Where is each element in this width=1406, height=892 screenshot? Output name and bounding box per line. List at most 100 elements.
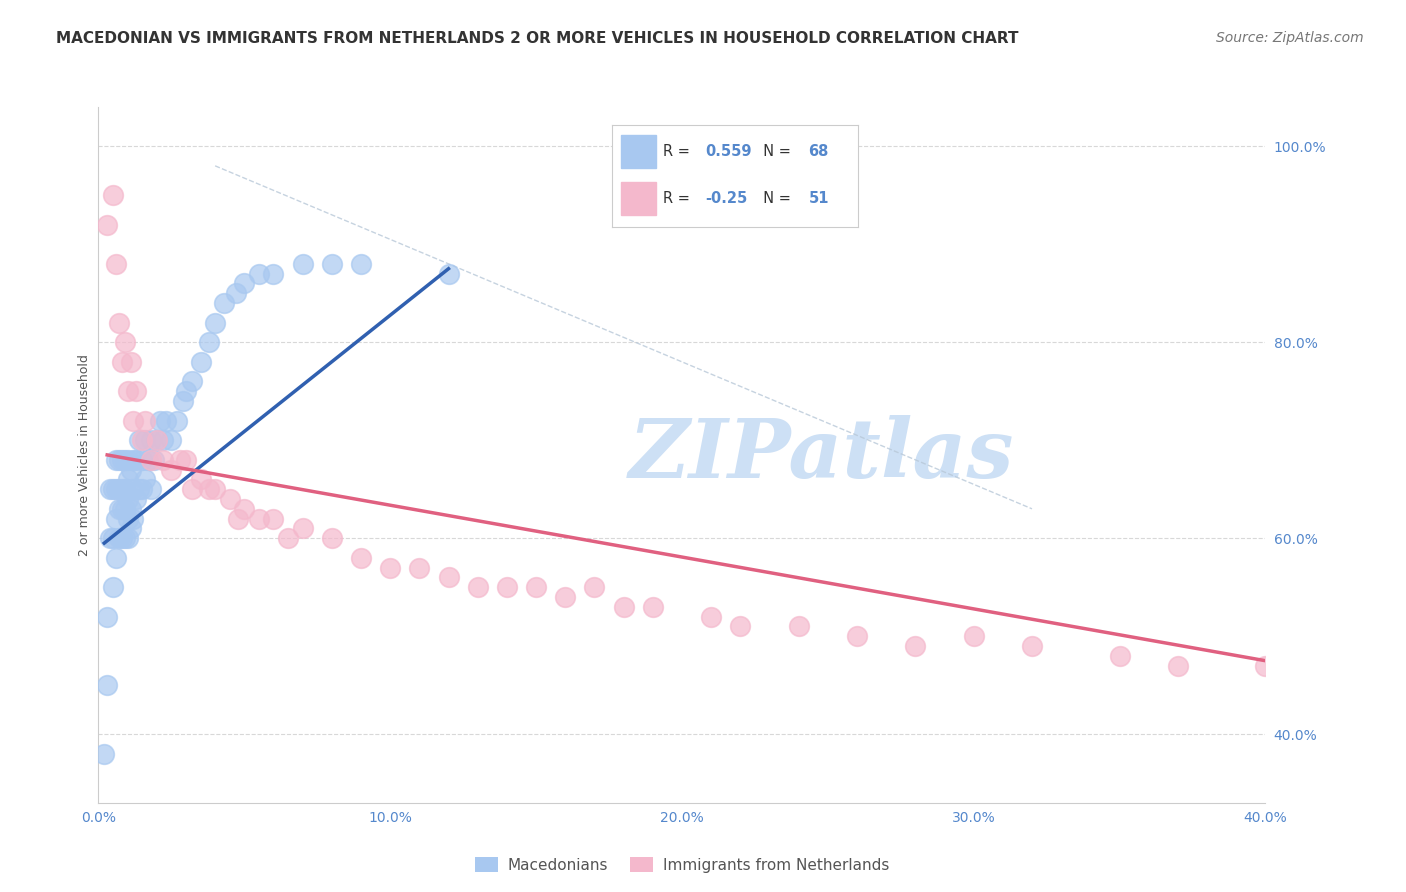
Point — [108, 482, 131, 496]
Bar — [621, 136, 655, 168]
Point — [321, 531, 343, 545]
Point — [101, 188, 124, 202]
Point — [122, 452, 145, 467]
Point — [198, 335, 221, 350]
Point — [180, 482, 202, 496]
Point — [524, 580, 547, 594]
Point — [247, 267, 270, 281]
Point — [108, 531, 131, 545]
Point — [104, 257, 127, 271]
Point — [111, 355, 134, 369]
Point — [152, 434, 174, 448]
Point — [495, 580, 517, 594]
Point — [131, 434, 153, 448]
Point — [233, 277, 256, 291]
Point — [111, 482, 134, 496]
Point — [321, 257, 343, 271]
Text: N =: N = — [754, 144, 796, 159]
Point — [125, 384, 148, 399]
Point — [125, 452, 148, 467]
Point — [641, 599, 664, 614]
Point — [104, 452, 127, 467]
Point — [128, 434, 150, 448]
Point — [134, 414, 156, 428]
Point — [218, 491, 240, 506]
Point — [291, 257, 314, 271]
Point — [101, 580, 124, 594]
Point — [378, 560, 402, 574]
Point — [174, 384, 197, 399]
Point — [233, 501, 256, 516]
Point — [904, 639, 927, 653]
Legend: Macedonians, Immigrants from Netherlands: Macedonians, Immigrants from Netherlands — [468, 850, 896, 879]
Point — [111, 531, 134, 545]
Point — [198, 482, 221, 496]
Point — [104, 550, 127, 565]
Point — [437, 267, 460, 281]
Point — [114, 482, 136, 496]
Point — [155, 414, 177, 428]
Point — [117, 472, 139, 486]
Bar — [621, 182, 655, 215]
Point — [131, 452, 153, 467]
Point — [108, 501, 131, 516]
Point — [104, 511, 127, 525]
Point — [93, 747, 115, 761]
Point — [190, 355, 212, 369]
Point — [146, 434, 169, 448]
Point — [131, 482, 153, 496]
Point — [728, 619, 751, 633]
Point — [160, 434, 183, 448]
Point — [467, 580, 489, 594]
Point — [134, 434, 156, 448]
Point — [190, 472, 212, 486]
Text: -0.25: -0.25 — [706, 191, 748, 206]
Point — [262, 511, 284, 525]
Point — [122, 482, 145, 496]
Point — [96, 218, 118, 232]
Point — [228, 511, 250, 525]
Point — [152, 452, 174, 467]
Point — [225, 286, 247, 301]
Point — [117, 384, 139, 399]
Point — [787, 619, 810, 633]
Point — [174, 452, 197, 467]
Point — [108, 452, 131, 467]
Point — [136, 452, 159, 467]
Point — [554, 590, 576, 604]
Text: 0.559: 0.559 — [706, 144, 752, 159]
Point — [114, 452, 136, 467]
Point — [101, 482, 124, 496]
Point — [291, 521, 314, 535]
Point — [845, 629, 868, 643]
Point — [111, 452, 134, 467]
Point — [350, 550, 373, 565]
Text: 68: 68 — [808, 144, 828, 159]
Point — [408, 560, 430, 574]
Point — [111, 501, 134, 516]
Point — [1254, 658, 1277, 673]
Text: ZIPatlas: ZIPatlas — [630, 415, 1015, 495]
Point — [262, 267, 284, 281]
Point — [120, 355, 142, 369]
Text: N =: N = — [754, 191, 796, 206]
Point — [142, 452, 165, 467]
Y-axis label: 2 or more Vehicles in Household: 2 or more Vehicles in Household — [79, 354, 91, 556]
Point — [583, 580, 606, 594]
Point — [117, 452, 139, 467]
Point — [122, 511, 145, 525]
Point — [122, 414, 145, 428]
Point — [114, 531, 136, 545]
Point — [101, 531, 124, 545]
Point — [117, 511, 139, 525]
Point — [149, 414, 172, 428]
Point — [180, 375, 202, 389]
Point — [1108, 648, 1130, 663]
Point — [160, 462, 183, 476]
Point — [117, 531, 139, 545]
Point — [120, 521, 142, 535]
Point — [437, 570, 460, 584]
Text: 51: 51 — [808, 191, 830, 206]
Point — [114, 335, 136, 350]
Point — [125, 491, 148, 506]
